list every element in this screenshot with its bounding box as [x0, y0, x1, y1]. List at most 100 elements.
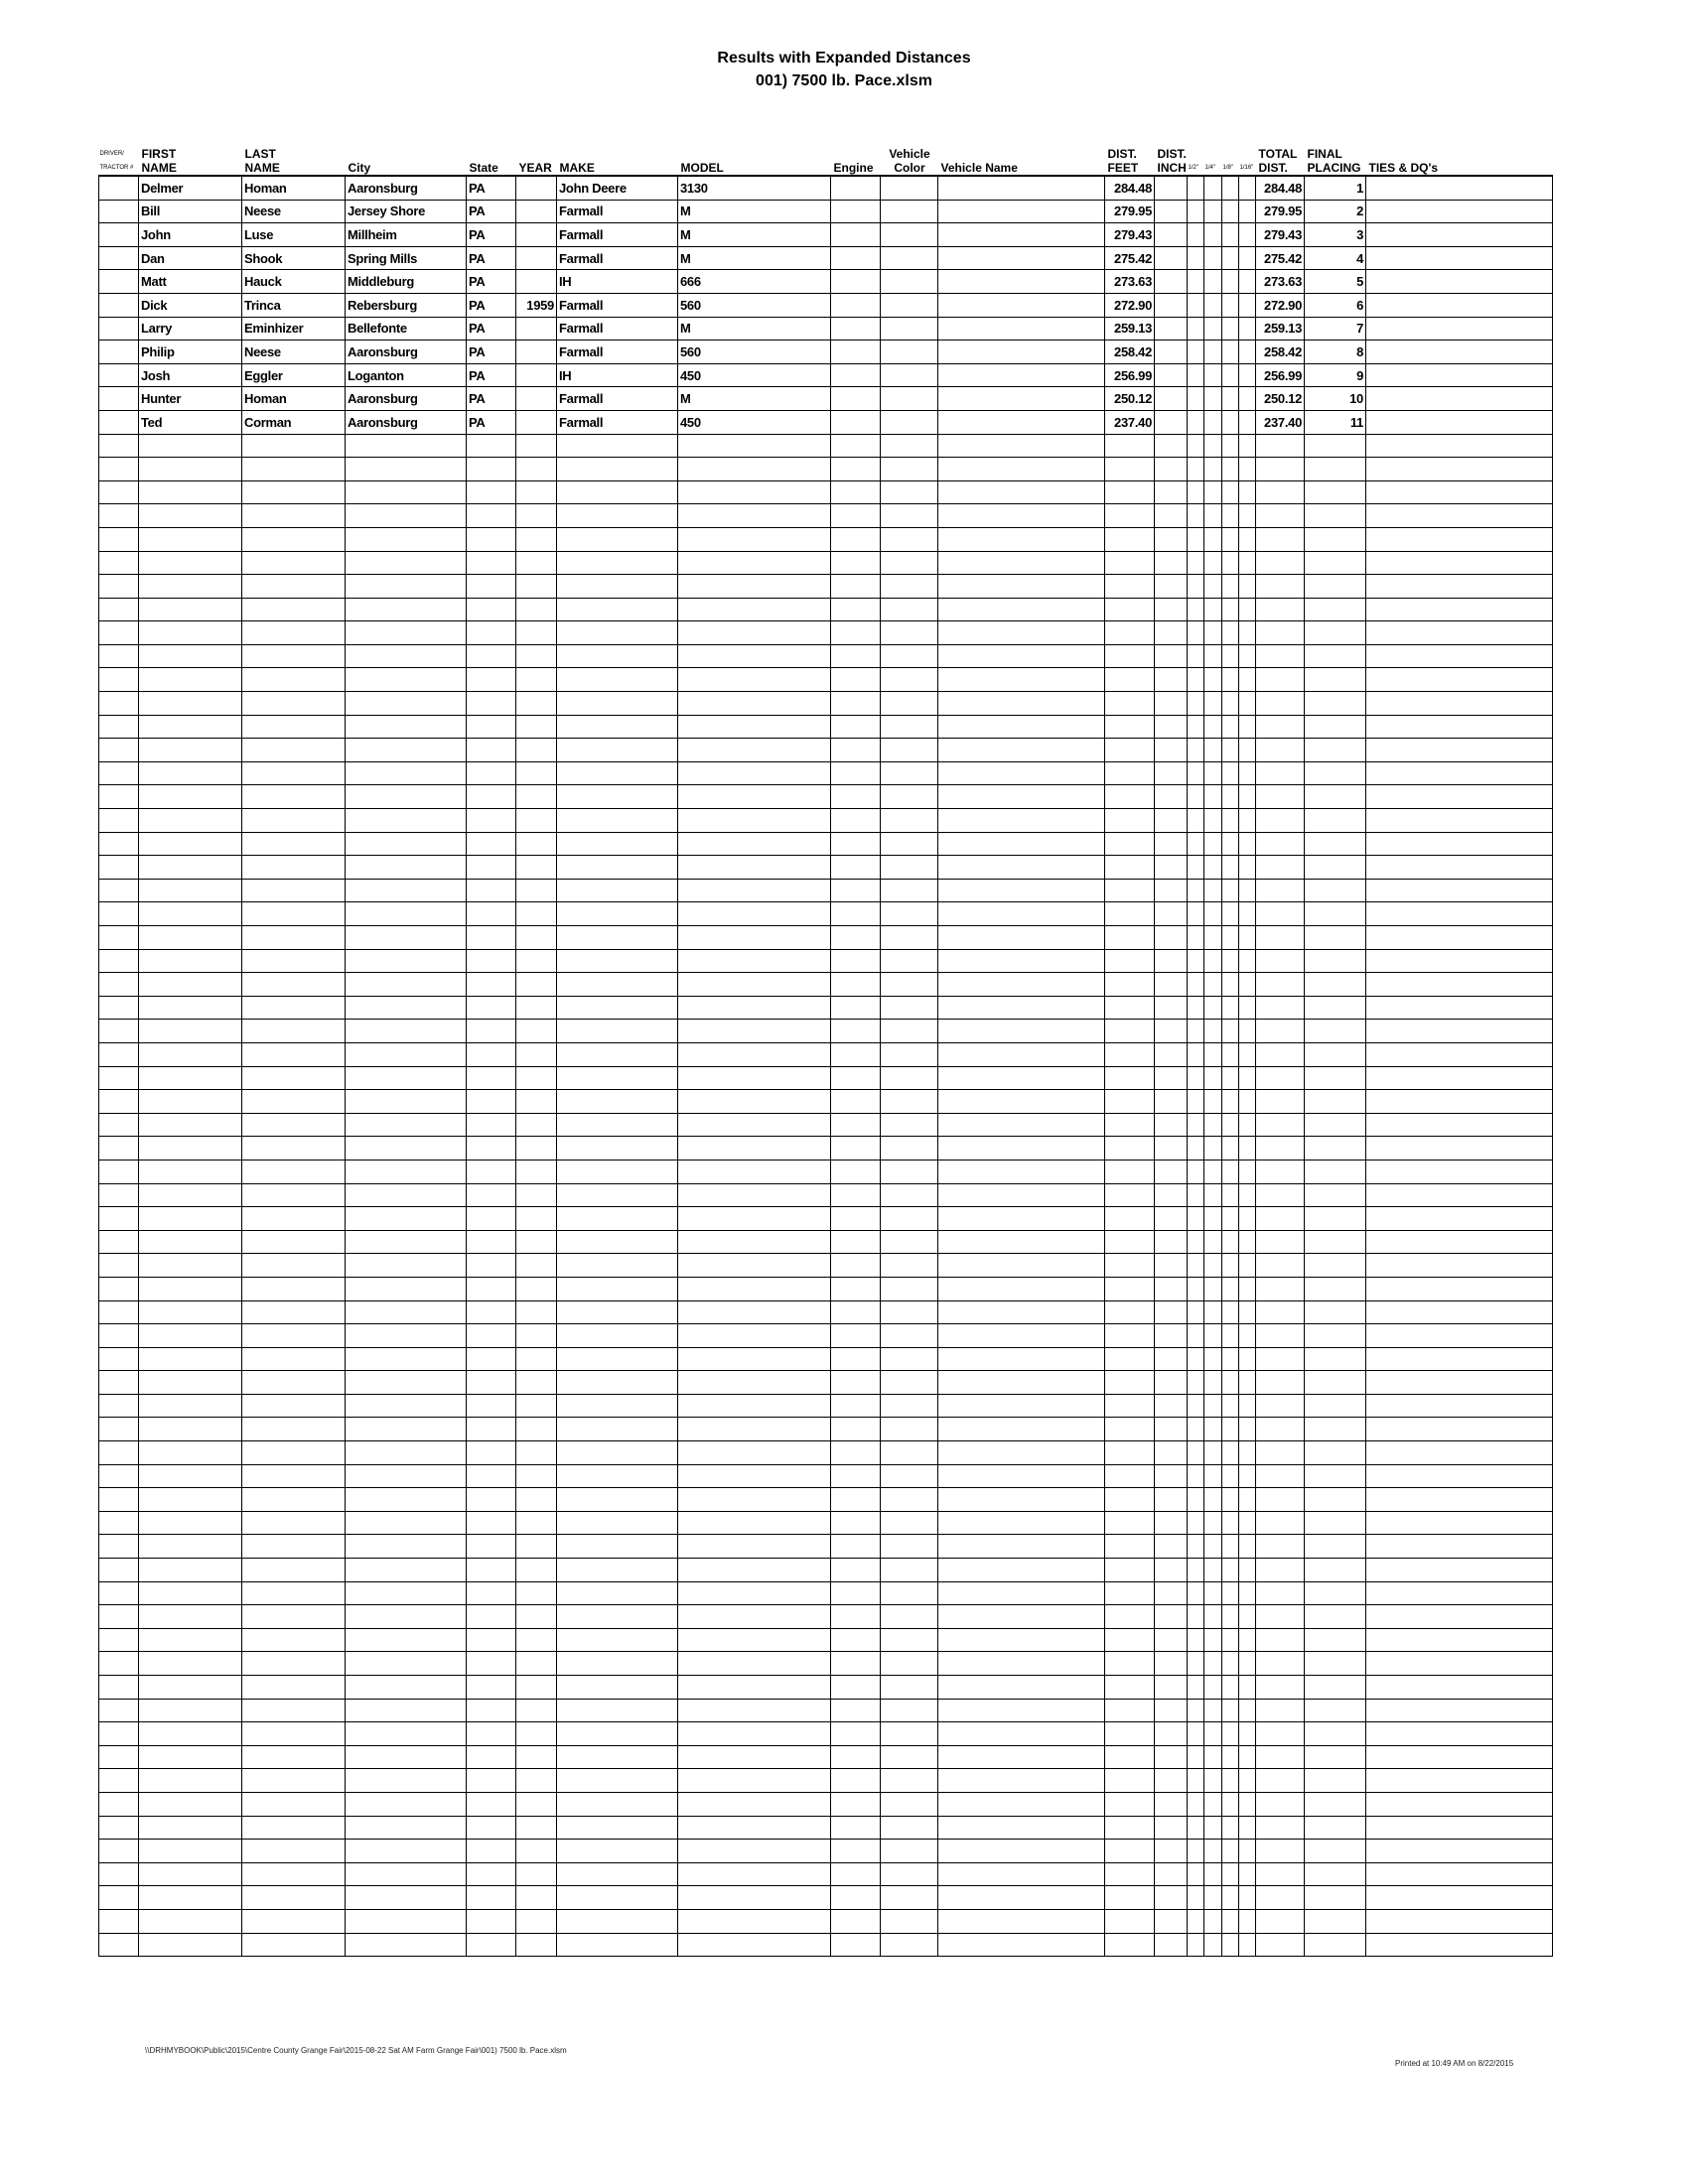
table-cell	[937, 995, 1105, 1021]
table-cell	[880, 1206, 938, 1231]
table-cell	[1187, 1651, 1204, 1676]
table-cell	[1221, 245, 1239, 271]
table-cell	[830, 643, 881, 669]
table-cell	[1187, 245, 1204, 271]
table-cell	[937, 526, 1105, 552]
table-cell	[1221, 1675, 1239, 1700]
table-cell	[1154, 222, 1188, 247]
table-cell	[515, 386, 557, 411]
empty-row	[98, 1019, 1553, 1043]
table-cell	[138, 1768, 242, 1793]
table-cell	[345, 1744, 467, 1770]
table-cell	[1187, 667, 1204, 693]
table-cell	[677, 1861, 831, 1887]
table-cell	[556, 1791, 678, 1817]
table-cell	[98, 1393, 139, 1419]
table-cell	[466, 526, 516, 552]
table-cell	[1365, 386, 1553, 411]
table-cell	[466, 574, 516, 599]
empty-row	[98, 620, 1553, 645]
table-cell	[937, 1510, 1105, 1536]
header-bottom: DIST.	[1258, 161, 1288, 175]
table-cell: Neese	[241, 340, 346, 364]
table-cell	[1187, 738, 1204, 762]
table-cell	[1221, 643, 1239, 669]
table-cell	[1154, 526, 1188, 552]
table-cell	[1104, 1580, 1155, 1606]
table-cell	[1203, 1768, 1222, 1793]
table-cell	[345, 1089, 467, 1114]
table-cell	[830, 1229, 881, 1255]
table-cell	[1104, 526, 1155, 552]
table-cell	[1203, 409, 1222, 435]
table-cell	[1365, 1253, 1553, 1278]
table-cell	[515, 1885, 557, 1910]
table-cell	[1365, 1721, 1553, 1746]
table-cell: 250.12	[1104, 386, 1155, 411]
table-cell	[1304, 1253, 1366, 1278]
table-cell	[830, 1861, 881, 1887]
table-cell	[1154, 1206, 1188, 1231]
table-cell	[1187, 503, 1204, 528]
table-cell	[466, 1089, 516, 1114]
table-cell	[880, 1440, 938, 1465]
table-cell	[830, 1487, 881, 1512]
table-cell	[241, 643, 346, 669]
empty-row	[98, 1768, 1553, 1793]
table-cell	[556, 433, 678, 459]
table-cell	[138, 808, 242, 833]
table-cell	[466, 1112, 516, 1138]
table-cell	[1154, 1885, 1188, 1910]
table-cell	[1255, 1019, 1305, 1043]
table-cell	[241, 1019, 346, 1043]
table-cell	[345, 808, 467, 833]
table-cell	[515, 1908, 557, 1934]
table-cell	[515, 199, 557, 224]
table-cell: PA	[466, 199, 516, 224]
table-cell	[466, 1276, 516, 1301]
header-bottom: YEAR	[518, 161, 552, 175]
table-cell	[241, 995, 346, 1021]
table-cell: Dick	[138, 292, 242, 318]
table-cell	[937, 1861, 1105, 1887]
table-cell	[880, 1346, 938, 1372]
table-cell	[466, 1861, 516, 1887]
table-cell	[1304, 1839, 1366, 1863]
table-cell	[1154, 691, 1188, 716]
table-cell	[466, 1159, 516, 1184]
table-cell	[98, 995, 139, 1021]
table-cell	[677, 972, 831, 997]
column-header: TIES & DQ's	[1365, 145, 1553, 177]
table-cell	[98, 691, 139, 716]
table-cell	[1365, 222, 1553, 247]
table-cell	[677, 1417, 831, 1442]
table-cell: 272.90	[1104, 292, 1155, 318]
table-cell	[466, 667, 516, 693]
table-cell	[1365, 691, 1553, 716]
empty-row	[98, 1861, 1553, 1887]
header-bottom: 1/2"	[1188, 165, 1198, 171]
table-cell	[1238, 316, 1256, 341]
empty-row	[98, 1323, 1553, 1348]
table-cell	[466, 1299, 516, 1325]
table-cell	[1203, 1534, 1222, 1560]
table-cell	[937, 667, 1105, 693]
table-cell	[98, 1112, 139, 1138]
table-cell: Neese	[241, 199, 346, 224]
table-cell	[1255, 574, 1305, 599]
table-cell	[1304, 479, 1366, 505]
table-cell	[677, 479, 831, 505]
table-cell	[241, 1065, 346, 1091]
table-cell	[515, 1744, 557, 1770]
table-cell	[1187, 1721, 1204, 1746]
table-cell	[1304, 550, 1366, 576]
table-cell	[1104, 972, 1155, 997]
table-cell	[677, 738, 831, 762]
empty-row	[98, 1651, 1553, 1676]
table-cell	[241, 1651, 346, 1676]
table-cell	[138, 855, 242, 880]
table-cell	[466, 808, 516, 833]
table-cell	[345, 995, 467, 1021]
table-cell	[556, 901, 678, 926]
empty-row	[98, 691, 1553, 716]
